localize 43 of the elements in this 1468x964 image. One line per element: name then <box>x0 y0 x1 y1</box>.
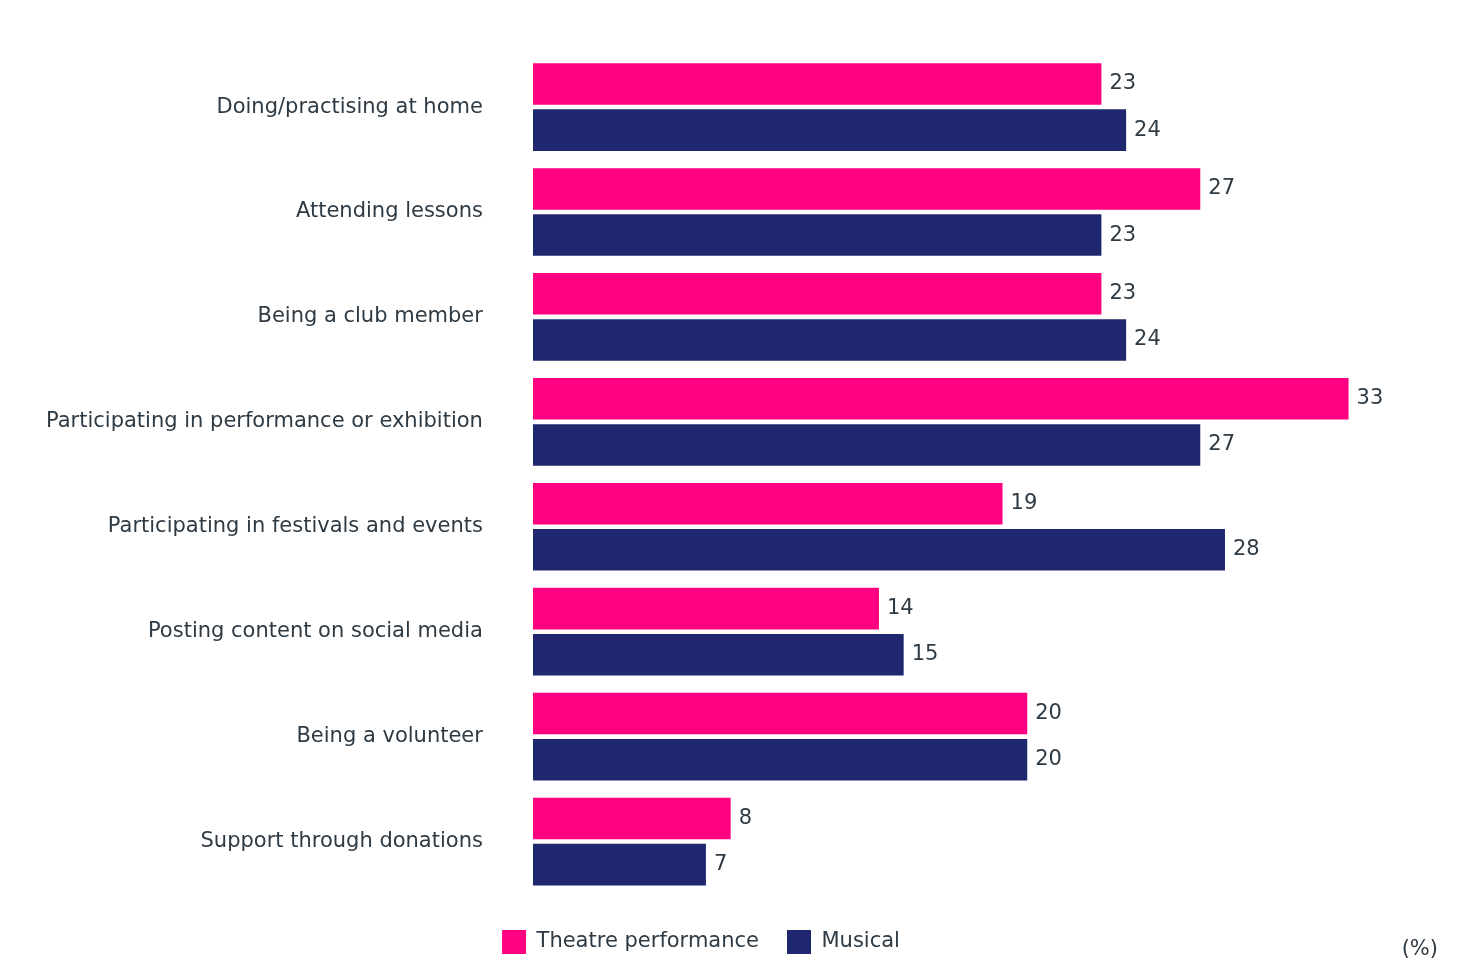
data-label: 33 <box>1356 385 1384 410</box>
bar <box>532 587 879 630</box>
data-label: 23 <box>1109 280 1137 305</box>
bar <box>532 109 1127 151</box>
data-label: 7 <box>713 851 728 876</box>
y-tick-label: Being a club member <box>257 303 484 328</box>
y-tick-label: Attending lessons <box>295 198 483 223</box>
text: (%) <box>1401 936 1438 961</box>
data-label: 19 <box>1010 490 1038 515</box>
y-tick-label: Support through donations <box>200 827 483 852</box>
data-label: 23 <box>1109 70 1137 95</box>
legend-label: Musical <box>821 928 900 953</box>
data-label: 28 <box>1232 536 1260 561</box>
bar <box>532 634 904 676</box>
data-label: 27 <box>1208 431 1235 456</box>
y-tick-label: Doing/practising at home <box>216 93 483 118</box>
data-label: 24 <box>1134 116 1161 141</box>
bar <box>532 63 1102 105</box>
bar <box>532 797 731 840</box>
data-label: 24 <box>1134 326 1161 351</box>
y-tick-label: Being a volunteer <box>296 723 484 748</box>
bar <box>532 482 1003 525</box>
data-label: 20 <box>1035 699 1062 724</box>
data-label: 14 <box>886 595 914 620</box>
data-label: 27 <box>1208 175 1235 200</box>
bar <box>532 214 1102 256</box>
bar <box>532 843 706 886</box>
bar <box>532 319 1127 361</box>
bar <box>532 738 1028 781</box>
data-label: 15 <box>911 641 939 666</box>
data-label: 20 <box>1035 746 1062 771</box>
data-label: 8 <box>738 804 753 829</box>
bar <box>532 168 1201 210</box>
y-tick-label: Participating in performance or exhibition <box>45 408 483 433</box>
y-tick-label: Participating in festivals and events <box>107 513 483 538</box>
data-label: 23 <box>1109 221 1137 246</box>
bar <box>532 424 1201 466</box>
bar <box>532 273 1102 315</box>
bar <box>532 377 1349 420</box>
y-tick-label: Posting content on social media <box>147 618 483 643</box>
legend-label: Theatre performance <box>535 928 759 953</box>
bar <box>532 692 1028 735</box>
bar <box>532 529 1225 571</box>
